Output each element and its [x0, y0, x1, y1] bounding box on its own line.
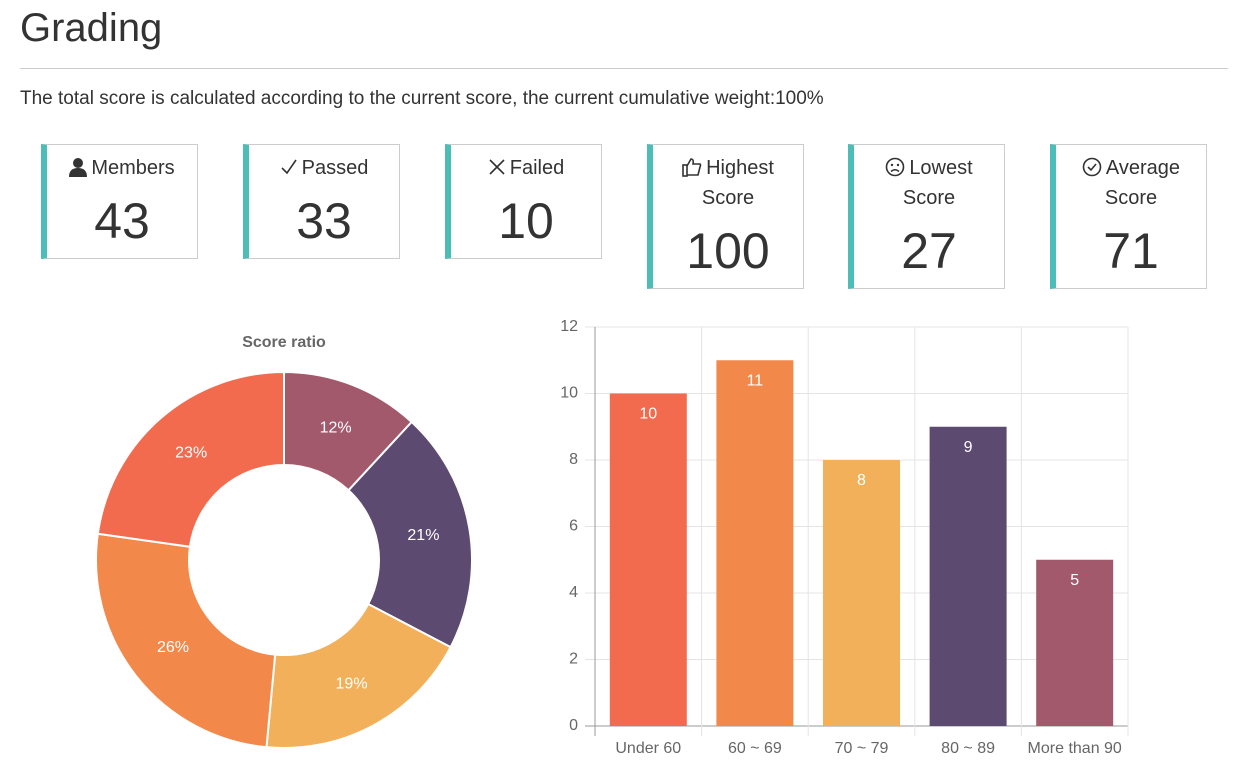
card-value: 27 — [901, 223, 957, 279]
charts: Score ratio 12% 21% 19% 26% 23% 0 2 4 6 8 10 12 10 Und… — [95, 318, 1129, 757]
pie-slice — [265, 602, 452, 749]
y-tick-label: 10 — [560, 385, 578, 402]
chart-title: Score ratio — [242, 334, 326, 351]
bar-label: 5 — [1070, 572, 1079, 589]
y-tick-label: 8 — [569, 451, 578, 468]
bar — [609, 393, 687, 726]
icon — [69, 158, 88, 177]
card-value: 10 — [498, 193, 554, 249]
page-title: Grading — [20, 6, 163, 50]
card-label: Lowest Score — [902, 157, 973, 209]
bar-label: 11 — [747, 372, 764, 389]
icon — [489, 159, 505, 175]
stat-card: Lowest Score 27 — [848, 144, 1005, 289]
x-tick-label: 60 ~ 69 — [728, 740, 782, 757]
slice-label: 19% — [336, 676, 368, 693]
card-label: Highest Score — [701, 157, 774, 209]
y-tick-label: 2 — [569, 651, 578, 668]
bar-label: 8 — [857, 472, 866, 489]
pie-slice — [96, 370, 285, 548]
card-value: 43 — [94, 193, 150, 249]
bar — [716, 360, 794, 726]
slice-label: 23% — [175, 444, 207, 461]
pie-slice — [347, 420, 473, 649]
bar-label: 9 — [964, 439, 973, 456]
slice-label: 26% — [157, 639, 189, 656]
slice-label: 21% — [407, 527, 439, 544]
pie-slice — [95, 532, 277, 749]
icon — [886, 157, 905, 177]
bar — [823, 460, 900, 726]
card-label: Average Score — [1104, 157, 1181, 209]
icon — [1082, 157, 1102, 177]
x-tick-label: More than 90 — [1028, 740, 1122, 757]
bar — [1036, 559, 1114, 726]
card-value: 71 — [1103, 223, 1159, 279]
bar — [929, 426, 1007, 726]
description: The total score is calculated according … — [20, 88, 824, 109]
card-value: 33 — [296, 193, 352, 249]
y-tick-label: 6 — [569, 518, 578, 535]
card-label: Members — [91, 157, 175, 179]
y-tick-label: 0 — [569, 717, 578, 734]
stat-card: Highest Score 100 — [647, 144, 804, 289]
card-value: 100 — [686, 223, 770, 279]
stat-card: Members 43 — [41, 144, 198, 259]
icon — [281, 159, 297, 175]
card-label: Failed — [509, 157, 565, 179]
icon — [682, 158, 702, 177]
stat-card: Passed 33 — [243, 144, 400, 259]
y-tick-label: 12 — [560, 318, 578, 335]
stat-card: Failed 10 — [445, 144, 602, 259]
x-tick-label: Under 60 — [615, 740, 681, 757]
bar-label: 10 — [639, 406, 657, 423]
stat-card: Average Score 71 — [1050, 144, 1207, 289]
x-tick-label: 80 ~ 89 — [941, 740, 995, 757]
y-tick-label: 4 — [569, 584, 578, 601]
divider — [20, 68, 1228, 69]
slice-label: 12% — [320, 419, 352, 436]
x-tick-label: 70 ~ 79 — [835, 740, 889, 757]
card-label: Passed — [301, 157, 369, 179]
